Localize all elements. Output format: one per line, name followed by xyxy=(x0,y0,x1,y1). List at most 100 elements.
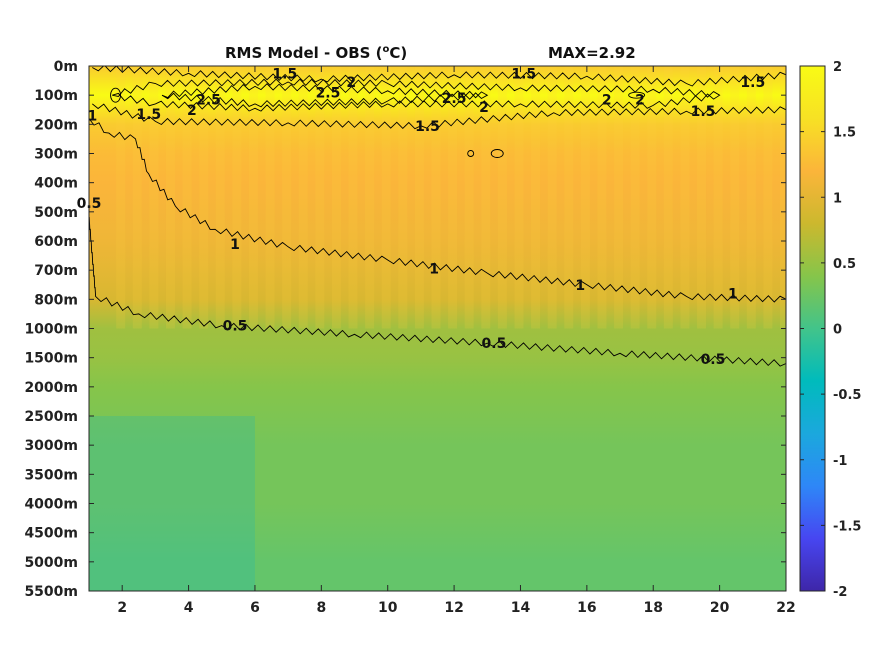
heatmap-stripe xyxy=(497,66,507,329)
contour-lines xyxy=(89,66,786,367)
heatmap-stripe xyxy=(149,66,159,329)
heatmap-stripe xyxy=(215,66,225,329)
y-tick-label: 800m xyxy=(34,292,78,308)
contour-blob xyxy=(467,150,475,157)
contour-label-group: 1.521.51.52.5 2.5 2.52 2 2 21.51.51.510.51111… xyxy=(77,66,766,368)
heatmap-stripe xyxy=(348,66,358,329)
heatmap-stripe xyxy=(165,66,175,329)
x-tick-label: 6 xyxy=(250,600,260,616)
heatmap-stripe xyxy=(232,66,242,329)
heatmap-stripe xyxy=(730,66,740,329)
heatmap-stripe xyxy=(448,66,458,329)
heatmap-stripe xyxy=(647,66,657,329)
y-tick-label: 100m xyxy=(34,88,78,104)
heatmap-stripe xyxy=(414,66,424,329)
heatmap-stripe xyxy=(265,66,275,329)
heatmap-stripe xyxy=(132,66,142,329)
contour-label: 1.5 xyxy=(740,75,765,91)
heatmap-stripe xyxy=(282,66,292,329)
heatmap-deep-band xyxy=(89,416,255,591)
y-tick-label: 5500m xyxy=(24,584,78,600)
y-tick-label: 1500m xyxy=(24,351,78,367)
colorbar-tick-label: 0.5 xyxy=(833,257,856,272)
y-tick-label: 4500m xyxy=(24,526,78,542)
y-tick-label: 3000m xyxy=(24,438,78,454)
colorbar-tick-label: 1 xyxy=(833,191,842,206)
contour-label: 2.5 xyxy=(196,93,221,109)
contour-label: 0.5 xyxy=(701,352,726,368)
contour-line xyxy=(89,118,786,303)
y-tick-label: 200m xyxy=(34,117,78,133)
heatmap-stripe xyxy=(315,66,325,329)
x-tick-label: 4 xyxy=(184,600,194,616)
contour-label: 1 xyxy=(575,278,585,294)
heatmap-stripe xyxy=(116,66,126,329)
x-tick-label: 10 xyxy=(378,600,398,616)
heatmap-stripe xyxy=(298,66,308,329)
x-tick-label: 14 xyxy=(511,600,531,616)
heatmap-stripe xyxy=(481,66,491,329)
colorbar-ticks: 2 1.5 1 0.5 0 -0.5 -1 -1.5 -2 xyxy=(800,60,861,600)
contour-label: 2 xyxy=(187,103,197,119)
contour-label: 2 xyxy=(479,100,489,116)
y-tick-label: 2500m xyxy=(24,409,78,425)
contour-label: 2 xyxy=(346,75,356,91)
heatmap-stripe xyxy=(514,66,524,329)
heatmap-stripe xyxy=(746,66,756,329)
contour-label: 1.5 xyxy=(511,66,536,82)
heatmap-stripe xyxy=(713,66,723,329)
contour-label: 2 xyxy=(635,93,645,109)
heatmap-stripe xyxy=(182,66,192,329)
heatmap-area: 1.521.51.52.5 2.5 2.52 2 2 21.51.51.510.51111… xyxy=(77,65,787,592)
heatmap-stripe xyxy=(580,66,590,329)
y-tick-label: 600m xyxy=(34,234,78,250)
x-tick-label: 22 xyxy=(776,600,795,616)
contour-blob xyxy=(628,91,646,99)
heatmap-stripe xyxy=(431,66,441,329)
contour-label: 0.5 xyxy=(223,319,248,335)
max-label: MAX=2.92 xyxy=(548,44,636,62)
heatmap-stripe xyxy=(614,66,624,329)
heatmap-stripe xyxy=(398,66,408,329)
heatmap-stripe xyxy=(381,66,391,329)
y-axis: 0m 100m 200m 300m 400m 500m 600m 700m 800m 1000m 1… xyxy=(24,59,786,600)
x-tick-label: 18 xyxy=(643,600,662,616)
x-tick-label: 2 xyxy=(117,600,127,616)
chart-title: RMS Model - OBS (oC) xyxy=(225,44,407,62)
colorbar-tick-label: -2 xyxy=(833,585,847,600)
x-axis: 2 4 6 8 10 12 14 16 18 20 22 xyxy=(117,66,796,616)
y-tick-label: 3500m xyxy=(24,467,78,483)
contour-label: 1.5 xyxy=(691,104,716,120)
x-tick-label: 16 xyxy=(577,600,596,616)
heatmap-stripe xyxy=(331,66,341,329)
heatmap-stripe xyxy=(547,66,557,329)
contour-label: 2.5 xyxy=(316,85,341,101)
y-tick-label: 2000m xyxy=(24,380,78,396)
contour-label: 1 xyxy=(728,287,738,303)
contour-label: 2 xyxy=(602,93,612,109)
colorbar-tick-label: -1 xyxy=(833,454,847,469)
colorbar: 2 1.5 1 0.5 0 -0.5 -1 -1.5 -2 xyxy=(799,60,861,600)
x-tick-label: 12 xyxy=(444,600,463,616)
contour-line xyxy=(92,103,786,130)
heatmap-stripe xyxy=(697,66,707,329)
contour-line xyxy=(112,78,721,112)
heatmap-stripe xyxy=(597,66,607,329)
colorbar-tick-label: 0 xyxy=(833,323,842,338)
contour-line xyxy=(92,66,786,87)
colorbar-tick-label: -0.5 xyxy=(833,388,861,403)
contour-label: 1.5 xyxy=(272,66,297,82)
heatmap-stripe xyxy=(564,66,574,329)
heatmap-stripe xyxy=(199,66,209,329)
heatmap-stripe xyxy=(680,66,690,329)
heatmap-stripe xyxy=(763,66,773,329)
heatmap-stripe xyxy=(365,66,375,329)
contour-label: 2.5 xyxy=(442,91,467,107)
contour-label: 1.5 xyxy=(136,107,161,123)
heatmap-stripe xyxy=(780,66,786,329)
y-tick-label: 300m xyxy=(34,147,78,163)
y-tick-label: 400m xyxy=(34,176,78,192)
x-tick-label: 8 xyxy=(316,600,326,616)
heatmap-stripe xyxy=(531,66,541,329)
